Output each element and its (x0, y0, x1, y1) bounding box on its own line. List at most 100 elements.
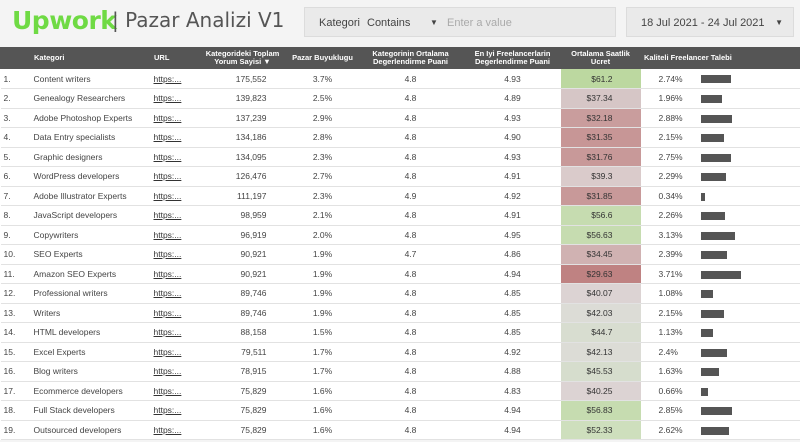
demand-value: 2.4% (658, 346, 678, 357)
chevron-down-icon[interactable]: ▼ (775, 18, 783, 27)
market-size: 1.9% (288, 264, 357, 284)
row-number: 17. (0, 381, 31, 401)
top-rating: 4.95 (464, 225, 561, 245)
demand-bar (700, 348, 727, 357)
category-name: Full Stack developers (30, 400, 151, 421)
top-rating-header: En Iyi Freelancerlarin Degerlendirme Pua… (464, 47, 561, 69)
table-row: 17. Ecommerce developers https:... 75,829 1.… (0, 381, 800, 401)
market-size: 1.6% (288, 420, 357, 440)
category-name: Adobe Photoshop Experts (30, 108, 151, 128)
category-url-link[interactable]: https:... (150, 381, 197, 401)
table-row: 9. Copywriters https:... 96,919 2.0% 4.8 4.95 $… (0, 225, 800, 245)
demand-bar (700, 75, 731, 84)
category-url-link[interactable]: https:... (150, 283, 197, 304)
total-reviews: 134,186 (196, 127, 289, 148)
table-row: 14. HTML developers https:... 88,158 1.5% 4.8… (0, 322, 800, 343)
market-size: 2.8% (288, 127, 357, 148)
top-rating: 4.85 (464, 283, 561, 304)
category-url-link[interactable]: https:... (150, 88, 197, 109)
category-url-link[interactable]: https:... (150, 342, 197, 362)
avg-rating: 4.8 (356, 108, 465, 128)
demand-value: 1.08% (658, 288, 683, 299)
demand-cell: 2.74% (640, 69, 800, 89)
category-url-link[interactable]: https:... (150, 69, 197, 89)
chevron-down-icon[interactable]: ▼ (430, 18, 438, 27)
category-url-link[interactable]: https:... (150, 205, 197, 226)
category-url-link[interactable]: https:... (150, 322, 197, 343)
row-number: 13. (0, 303, 31, 323)
row-number: 4. (0, 127, 31, 148)
demand-bar (700, 173, 726, 181)
category-url-link[interactable]: https:... (150, 264, 197, 284)
category-url-link[interactable]: https:... (150, 225, 197, 245)
avg-rating: 4.8 (356, 322, 465, 343)
filter-operator-select[interactable]: Contains (367, 17, 411, 29)
table-row: 8. JavaScript developers https:... 98,959 2.… (0, 205, 800, 226)
demand-value: 1.63% (658, 366, 683, 377)
demand-bar (700, 251, 727, 259)
filter-value-input[interactable] (443, 13, 611, 32)
demand-cell: 2.75% (640, 147, 800, 167)
total-reviews: 137,239 (196, 108, 289, 128)
category-name: Data Entry specialists (30, 127, 151, 148)
table-header-row: Kategori URL Kategorideki Toplam Yorum Say… (0, 47, 800, 69)
url-header: URL (150, 47, 197, 69)
avg-rating: 4.9 (356, 186, 465, 206)
total-reviews: 78,915 (196, 361, 289, 382)
category-url-link[interactable]: https:... (150, 186, 197, 206)
market-size: 1.6% (288, 400, 357, 421)
category-url-link[interactable]: https:... (150, 127, 197, 148)
top-rating: 4.94 (464, 400, 561, 421)
total-reviews: 75,829 (196, 420, 289, 440)
avg-rating: 4.7 (356, 244, 465, 265)
hourly-rate: $42.13 (560, 342, 641, 362)
category-name: Genealogy Researchers (30, 88, 151, 109)
hourly-rate: $52.33 (560, 420, 641, 440)
category-url-link[interactable]: https:... (150, 147, 197, 167)
category-url-link[interactable]: https:... (150, 420, 197, 440)
total-reviews: 96,919 (196, 225, 289, 245)
category-name: Copywriters (30, 225, 151, 245)
category-url-link[interactable]: https:... (150, 166, 197, 187)
hourly-rate: $40.07 (560, 283, 641, 304)
top-rating: 4.86 (464, 244, 561, 265)
category-name: Excel Experts (30, 342, 151, 362)
table-row: 12. Professional writers https:... 89,746 1.… (0, 283, 800, 304)
category-header: Kategori (30, 47, 151, 69)
category-filter[interactable]: Kategori Contains ▼ (304, 7, 616, 37)
table-row: 3. Adobe Photoshop Experts https:... 137,23… (0, 108, 800, 128)
filter-label: Kategori (319, 17, 360, 29)
total-reviews: 79,511 (196, 342, 289, 362)
demand-value: 2.29% (658, 171, 683, 182)
avg-rating: 4.8 (356, 303, 465, 323)
market-size: 2.1% (288, 205, 357, 226)
date-range-picker[interactable]: 18 Jul 2021 - 24 Jul 2021 ▼ (626, 7, 794, 37)
hourly-rate: $37.34 (560, 88, 641, 109)
demand-cell: 2.62% (640, 420, 800, 440)
row-number: 5. (0, 147, 31, 167)
category-name: Blog writers (30, 361, 151, 382)
market-size: 1.9% (288, 303, 357, 323)
demand-cell: 0.66% (640, 381, 800, 401)
category-url-link[interactable]: https:... (150, 108, 197, 128)
avg-rating: 4.8 (356, 225, 465, 245)
market-size: 3.7% (288, 69, 357, 89)
category-url-link[interactable]: https:... (150, 361, 197, 382)
demand-bar (700, 192, 705, 201)
category-url-link[interactable]: https:... (150, 400, 197, 421)
top-rating: 4.91 (464, 205, 561, 226)
table-row: 4. Data Entry specialists https:... 134,186… (0, 127, 800, 148)
demand-bar (700, 231, 735, 240)
hourly-rate: $42.03 (560, 303, 641, 323)
row-number: 1. (0, 69, 31, 89)
row-number: 11. (0, 264, 31, 284)
category-url-link[interactable]: https:... (150, 303, 197, 323)
avg-rating: 4.8 (356, 88, 465, 109)
avg-rating: 4.8 (356, 127, 465, 148)
demand-header: Kaliteli Freelancer Talebi (640, 47, 800, 69)
category-url-link[interactable]: https:... (150, 244, 197, 265)
total-reviews-header[interactable]: Kategorideki Toplam Yorum Sayisi ▼ (196, 47, 289, 69)
total-reviews: 175,552 (196, 69, 289, 89)
market-size: 2.9% (288, 108, 357, 128)
market-size: 1.7% (288, 342, 357, 362)
